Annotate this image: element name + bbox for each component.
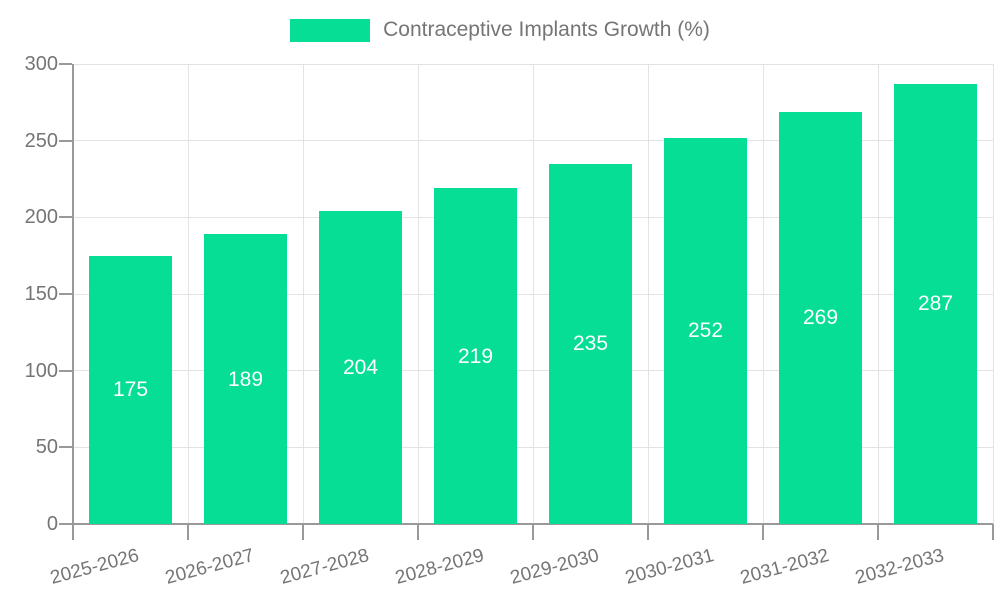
y-tick-label: 300 bbox=[24, 53, 58, 75]
bar-value-label: 287 bbox=[917, 292, 954, 316]
x-axis-tick bbox=[762, 524, 764, 540]
x-axis-tick bbox=[647, 524, 649, 540]
bar-value-label: 204 bbox=[342, 356, 379, 380]
gridline-vertical bbox=[877, 64, 879, 524]
gridline-vertical bbox=[647, 64, 649, 524]
bar[interactable]: 287 bbox=[894, 83, 977, 524]
x-axis-tick bbox=[532, 524, 534, 540]
gridline-vertical bbox=[302, 64, 304, 524]
bar-value-label: 175 bbox=[112, 378, 149, 402]
y-tick-label: 50 bbox=[35, 436, 58, 459]
bar[interactable]: 175 bbox=[89, 255, 172, 524]
y-axis-tick bbox=[59, 139, 72, 142]
x-axis-tick bbox=[302, 524, 304, 540]
bar-value-label: 269 bbox=[802, 306, 839, 330]
y-axis-tick bbox=[59, 369, 72, 372]
legend-label: Contraceptive Implants Growth (%) bbox=[383, 18, 710, 41]
legend[interactable]: Contraceptive Implants Growth (%) bbox=[0, 18, 1000, 42]
legend-swatch bbox=[290, 18, 371, 42]
bar[interactable]: 219 bbox=[434, 188, 517, 524]
bar-value-label: 235 bbox=[572, 332, 609, 356]
x-tick-label: 2025-2026 bbox=[47, 545, 141, 589]
gridline-vertical bbox=[187, 64, 189, 524]
y-tick-label: 250 bbox=[24, 129, 58, 152]
y-tick-label: 200 bbox=[24, 206, 58, 229]
bar[interactable]: 189 bbox=[204, 234, 287, 524]
y-axis-tick bbox=[59, 293, 72, 295]
x-tick-label: 2030-2031 bbox=[622, 545, 716, 589]
x-axis-tick bbox=[992, 524, 994, 540]
y-tick-label: 100 bbox=[24, 359, 58, 382]
y-tick-label: 150 bbox=[24, 283, 58, 305]
gridline-vertical bbox=[762, 64, 764, 524]
y-axis-tick bbox=[59, 523, 72, 525]
x-tick-label: 2029-2030 bbox=[507, 545, 601, 589]
bar-value-label: 219 bbox=[457, 344, 494, 368]
x-axis-tick bbox=[877, 524, 879, 540]
x-axis-tick bbox=[187, 524, 189, 540]
bar-value-label: 252 bbox=[687, 319, 724, 343]
x-tick-label: 2031-2032 bbox=[737, 545, 831, 589]
bar[interactable]: 204 bbox=[319, 211, 402, 524]
y-axis-tick bbox=[59, 216, 72, 219]
y-tick-label: 0 bbox=[46, 513, 58, 535]
y-axis-tick bbox=[59, 63, 72, 65]
y-axis-tick bbox=[59, 446, 72, 449]
gridline-vertical bbox=[417, 64, 419, 524]
y-axis-line bbox=[72, 64, 74, 524]
bar[interactable]: 235 bbox=[549, 163, 632, 524]
plot-area: 175 2025-2026 189 2026-2027 204 2027-2028 219 2… bbox=[48, 63, 994, 589]
x-axis-tick bbox=[417, 524, 419, 540]
gridline-vertical bbox=[992, 64, 994, 524]
bar[interactable]: 252 bbox=[664, 137, 747, 524]
gridline-vertical bbox=[532, 64, 534, 524]
bar[interactable]: 269 bbox=[779, 111, 862, 524]
x-axis-tick bbox=[72, 524, 74, 540]
x-tick-label: 2027-2028 bbox=[277, 545, 371, 589]
x-tick-label: 2026-2027 bbox=[162, 545, 256, 589]
bar-value-label: 189 bbox=[227, 367, 264, 391]
x-tick-label: 2032-2033 bbox=[852, 545, 946, 589]
x-tick-label: 2028-2029 bbox=[392, 545, 486, 589]
